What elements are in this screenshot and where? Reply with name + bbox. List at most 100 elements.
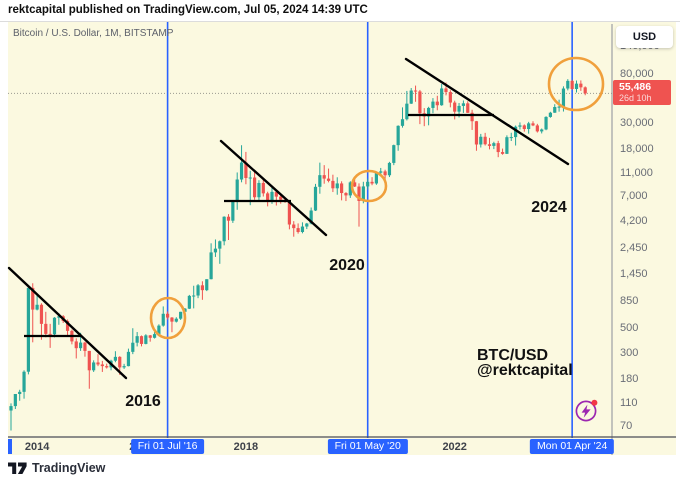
- attribution-bar: rektcapital published on TradingView.com…: [0, 0, 680, 22]
- candle: [505, 137, 509, 154]
- candle: [405, 103, 409, 120]
- candle: [126, 351, 131, 367]
- candle: [174, 318, 178, 322]
- candle: [396, 125, 400, 146]
- footer-bar: TradingView: [0, 455, 680, 480]
- candle: [279, 196, 283, 200]
- trend-line[interactable]: [7, 266, 128, 380]
- candle: [122, 366, 126, 368]
- candle: [322, 175, 326, 179]
- clipped-date-badge: [8, 439, 12, 454]
- year-label: 2018: [233, 441, 259, 453]
- candle: [448, 92, 452, 103]
- candle: [131, 342, 135, 352]
- currency-button[interactable]: USD: [616, 26, 673, 48]
- candle: [518, 125, 522, 127]
- candle: [287, 201, 291, 225]
- candle: [335, 183, 339, 189]
- candle: [400, 119, 405, 126]
- candle: [548, 112, 552, 117]
- candle: [157, 325, 161, 335]
- candle: [366, 181, 370, 187]
- candle: [144, 335, 148, 344]
- candle: [305, 223, 309, 227]
- price-label: 1,450: [620, 268, 648, 281]
- price-label: 500: [620, 321, 639, 334]
- candle: [361, 186, 365, 201]
- price-label: 180: [620, 372, 639, 385]
- candle: [514, 126, 518, 138]
- candle: [152, 334, 157, 338]
- price-label: 7,000: [620, 189, 648, 202]
- candle: [135, 336, 139, 343]
- candle: [492, 143, 496, 146]
- candle: [170, 317, 174, 322]
- candle: [453, 102, 457, 112]
- candle: [226, 216, 231, 221]
- candle: [544, 116, 548, 130]
- candle: [413, 90, 418, 92]
- date-badge: Fri 01 May '20: [327, 439, 408, 454]
- candle: [496, 143, 500, 153]
- candle: [65, 320, 70, 331]
- candle: [292, 224, 296, 229]
- candle: [540, 129, 544, 132]
- candle: [353, 182, 357, 187]
- candle: [274, 191, 278, 197]
- candle: [244, 162, 248, 179]
- candle: [326, 178, 331, 181]
- candle: [105, 366, 109, 368]
- candle: [31, 287, 35, 310]
- price-label: 18,000: [620, 142, 654, 155]
- candle: [483, 136, 487, 145]
- candle: [239, 162, 244, 180]
- candle: [261, 182, 265, 194]
- candle: [466, 103, 470, 113]
- price-label: 30,000: [620, 117, 654, 130]
- candle: [248, 177, 252, 179]
- candle: [344, 193, 348, 196]
- price-label: 300: [620, 347, 639, 360]
- trend-line[interactable]: [219, 139, 328, 237]
- candle: [74, 341, 78, 349]
- candle: [22, 371, 26, 392]
- candle: [487, 144, 492, 146]
- candle: [266, 193, 270, 202]
- candle: [574, 83, 579, 89]
- candle: [535, 125, 539, 132]
- candle: [561, 88, 566, 107]
- candle: [583, 87, 587, 94]
- price-label: 110: [620, 397, 638, 410]
- candle: [113, 356, 117, 361]
- candle: [313, 186, 318, 211]
- candle: [148, 335, 152, 338]
- price-label: 2,450: [620, 242, 648, 255]
- annotation-text: 2024: [531, 199, 567, 216]
- annotation-text: BTC/USD: [477, 347, 548, 364]
- candle: [440, 88, 444, 106]
- year-label: 2022: [442, 441, 467, 453]
- highlight-circle[interactable]: [350, 169, 388, 203]
- attribution-text: rektcapital published on TradingView.com…: [8, 4, 368, 16]
- candle: [383, 171, 387, 176]
- candle: [179, 311, 183, 319]
- candle: [357, 186, 361, 201]
- highlight-circle[interactable]: [547, 56, 605, 112]
- candle: [196, 285, 200, 296]
- notification-dot: [591, 399, 598, 406]
- candle: [96, 362, 100, 365]
- candle: [474, 121, 479, 145]
- candle: [192, 295, 196, 297]
- candle: [222, 216, 226, 242]
- highlight-circle[interactable]: [149, 296, 187, 340]
- candle: [431, 101, 435, 108]
- trend-line[interactable]: [404, 57, 570, 166]
- price-label: 11,000: [620, 167, 653, 180]
- candle: [187, 295, 191, 309]
- candle: [457, 105, 461, 112]
- lightning-icon[interactable]: [571, 396, 601, 426]
- candle: [13, 394, 17, 407]
- candle: [270, 191, 274, 202]
- candle: [18, 391, 22, 395]
- candlestick-chart[interactable]: 2016 2020 2024 BTC/USD@rektcapital: [0, 22, 680, 455]
